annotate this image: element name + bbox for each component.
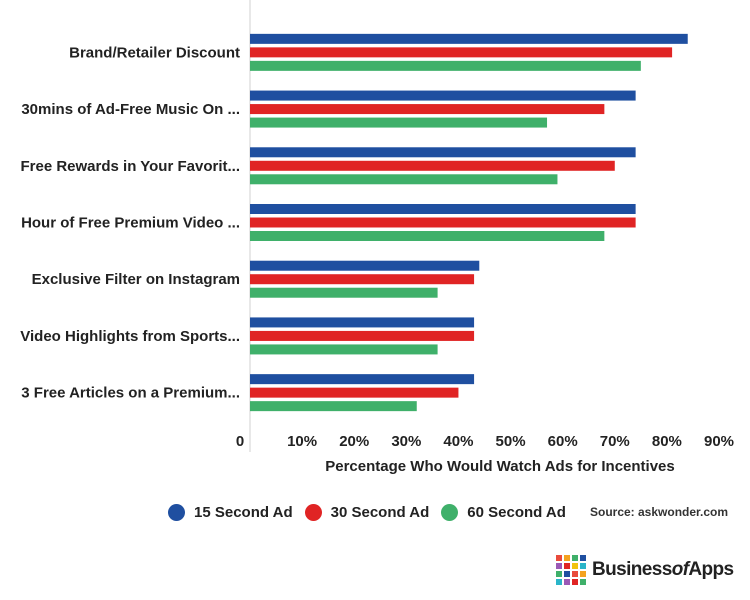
x-tick-label: 10%: [287, 433, 317, 450]
bar: [250, 204, 636, 214]
legend-item-15-second-ad: 15 Second Ad: [168, 504, 293, 521]
bar: [250, 47, 673, 58]
bar: [250, 287, 438, 298]
x-tick-label: 70%: [600, 433, 630, 450]
logo-mosaic-icon: [556, 555, 586, 585]
businessofapps-logo: BusinessofApps: [556, 555, 734, 585]
bar: [250, 401, 417, 412]
category-label: Exclusive Filter on Instagram: [32, 271, 240, 288]
bar: [250, 260, 480, 271]
legend-label-60-second-ad: 60 Second Ad: [467, 504, 566, 521]
legend-label-15-second-ad: 15 Second Ad: [194, 504, 293, 521]
bar: [250, 160, 615, 171]
bar: [250, 387, 459, 398]
bar: [250, 147, 636, 158]
legend: 15 Second Ad 30 Second Ad 60 Second Ad: [168, 504, 578, 521]
logo-text: BusinessofApps: [592, 559, 734, 581]
bar: [250, 217, 636, 228]
source-note: Source: askwonder.com: [590, 505, 729, 519]
logo-text-of: of: [671, 559, 689, 580]
bar: [250, 374, 475, 385]
logo-text-business: Business: [592, 559, 672, 580]
legend-swatch-60-second-ad: [441, 504, 459, 521]
logo-text-apps: Apps: [688, 559, 734, 580]
x-tick-label: 90%: [704, 433, 734, 450]
category-label: Video Highlights from Sports...: [20, 328, 240, 345]
category-label: 30mins of Ad-Free Music On ...: [21, 101, 240, 118]
legend-swatch-15-second-ad: [168, 504, 185, 521]
bar: [250, 117, 548, 128]
x-tick-label: 0: [236, 433, 244, 450]
x-axis-title: Percentage Who Would Watch Ads for Incen…: [325, 458, 675, 475]
category-label: Brand/Retailer Discount: [69, 44, 240, 61]
category-label: Hour of Free Premium Video ...: [21, 215, 240, 232]
bar: [250, 104, 605, 115]
category-label: Free Rewards in Your Favorit...: [20, 158, 240, 175]
bar: [250, 174, 558, 185]
x-tick-label: 40%: [443, 433, 473, 450]
bar: [250, 90, 636, 101]
bar: [250, 33, 688, 44]
bar: [250, 317, 475, 328]
bar: [250, 231, 605, 241]
bar: [250, 274, 475, 285]
bar-chart: Brand/Retailer Discount 30mins of Ad-Free…: [20, 0, 734, 475]
x-tick-label: 60%: [548, 433, 578, 450]
bar: [250, 330, 475, 341]
x-tick-label: 20%: [339, 433, 369, 450]
x-tick-label: 80%: [652, 433, 682, 450]
x-tick-label: 30%: [391, 433, 421, 450]
legend-item-30-second-ad: 30 Second Ad: [304, 504, 430, 521]
legend-swatch-30-second-ad: [304, 504, 322, 521]
bar: [250, 60, 641, 71]
category-label: 3 Free Articles on a Premium...: [21, 385, 240, 402]
x-tick-label: 50%: [496, 433, 526, 450]
legend-item-60-second-ad: 60 Second Ad: [441, 504, 566, 521]
legend-label-30-second-ad: 30 Second Ad: [330, 504, 430, 521]
bar: [250, 344, 438, 355]
